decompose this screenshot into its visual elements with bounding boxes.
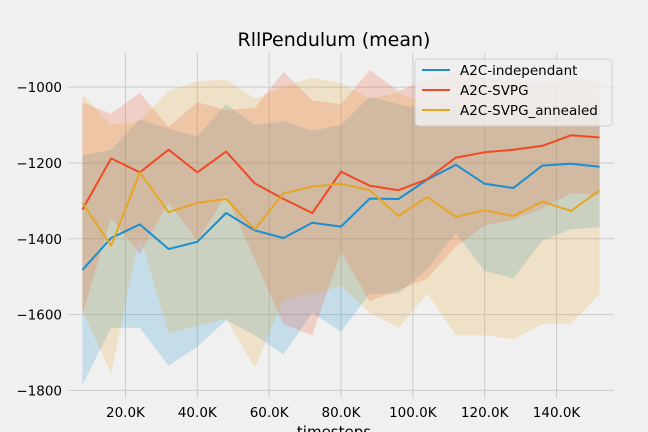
y-axis-ticks: −1800 −1600 −1400 −1200 −1000	[16, 80, 62, 399]
legend-label: A2C-independant	[460, 63, 577, 79]
legend-entries: A2C-independant A2C-SVPG A2C-SVPG_annealed	[422, 63, 598, 119]
series-line-2	[81, 134, 600, 214]
confidence-band-2	[82, 70, 600, 336]
grid-lines	[68, 53, 614, 398]
x-axis-ticks: 20.0K 40.0K 60.0K 80.0K 100.0K 120.0K 140.0K	[106, 405, 581, 421]
chart-title: RllPendulum (mean)	[238, 29, 431, 51]
y-tick-label: −1000	[16, 80, 62, 96]
confidence-band-1	[82, 96, 600, 385]
legend-label: A2C-SVPG_annealed	[460, 103, 598, 119]
x-tick-label: 120.0K	[461, 405, 510, 421]
y-tick-label: −1600	[16, 308, 62, 324]
x-tick-label: 80.0K	[322, 405, 362, 421]
x-tick-label: 60.0K	[250, 405, 290, 421]
legend-label: A2C-SVPG	[460, 83, 529, 99]
x-tick-label: 20.0K	[106, 405, 146, 421]
y-tick-label: −1800	[16, 383, 62, 399]
series-lines	[81, 134, 601, 271]
x-axis-label: timesteps	[297, 423, 371, 432]
x-tick-label: 100.0K	[389, 405, 438, 421]
x-tick-label: 40.0K	[178, 405, 218, 421]
series-line-3	[81, 171, 601, 247]
series-line-1	[81, 162, 600, 271]
x-tick-label: 140.0K	[533, 405, 582, 421]
y-tick-label: −1200	[16, 156, 62, 172]
y-tick-label: −1400	[16, 232, 62, 248]
legend-frame	[414, 58, 613, 127]
legend: A2C-independant A2C-SVPG A2C-SVPG_annealed	[414, 58, 613, 127]
